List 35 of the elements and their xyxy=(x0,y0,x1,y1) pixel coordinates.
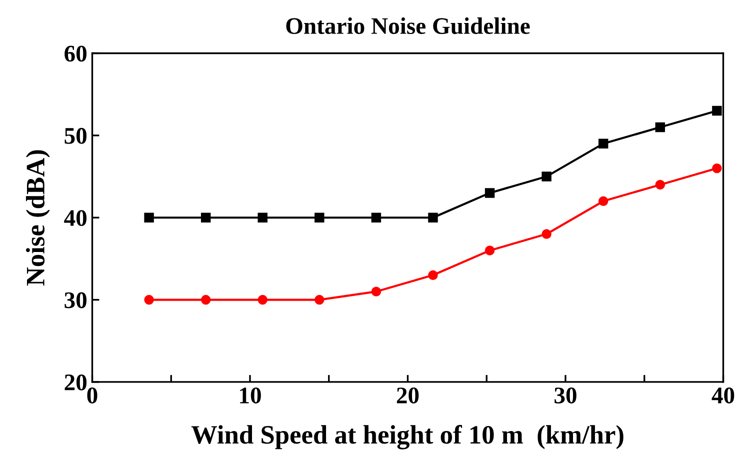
x-tick-label: 20 xyxy=(396,388,419,404)
x-tick-label: 30 xyxy=(554,388,576,404)
point xyxy=(371,212,382,222)
point xyxy=(371,286,382,296)
point xyxy=(484,246,495,256)
y-tick-label: 60 xyxy=(64,46,86,62)
y-tick-label: 30 xyxy=(64,292,86,308)
point xyxy=(484,188,495,198)
point xyxy=(314,294,324,305)
point xyxy=(428,212,438,222)
x-tick-label: 10 xyxy=(240,388,261,404)
point xyxy=(655,180,666,190)
point xyxy=(598,196,608,206)
point xyxy=(542,172,552,182)
point xyxy=(712,106,722,116)
point xyxy=(200,294,211,305)
point xyxy=(258,294,268,305)
point xyxy=(428,270,438,280)
point xyxy=(258,212,268,222)
point xyxy=(144,294,154,305)
x-tick-label: 40 xyxy=(712,388,734,404)
point xyxy=(200,212,211,222)
x-axis-title: Wind Speed at height of 10 m (km/hr) xyxy=(191,424,624,450)
point xyxy=(712,163,722,174)
point xyxy=(144,212,154,222)
y-tick-label: 20 xyxy=(64,374,86,390)
point xyxy=(542,229,552,239)
y-axis-title: Noise (dBA) xyxy=(26,150,50,286)
y-tick-label: 50 xyxy=(64,128,86,144)
chart-title: Ontario Noise Guideline xyxy=(286,17,530,34)
y-tick-label: 40 xyxy=(64,210,86,226)
point xyxy=(598,138,608,149)
x-tick-label: 0 xyxy=(87,388,98,404)
point xyxy=(314,212,324,222)
point xyxy=(655,122,666,132)
